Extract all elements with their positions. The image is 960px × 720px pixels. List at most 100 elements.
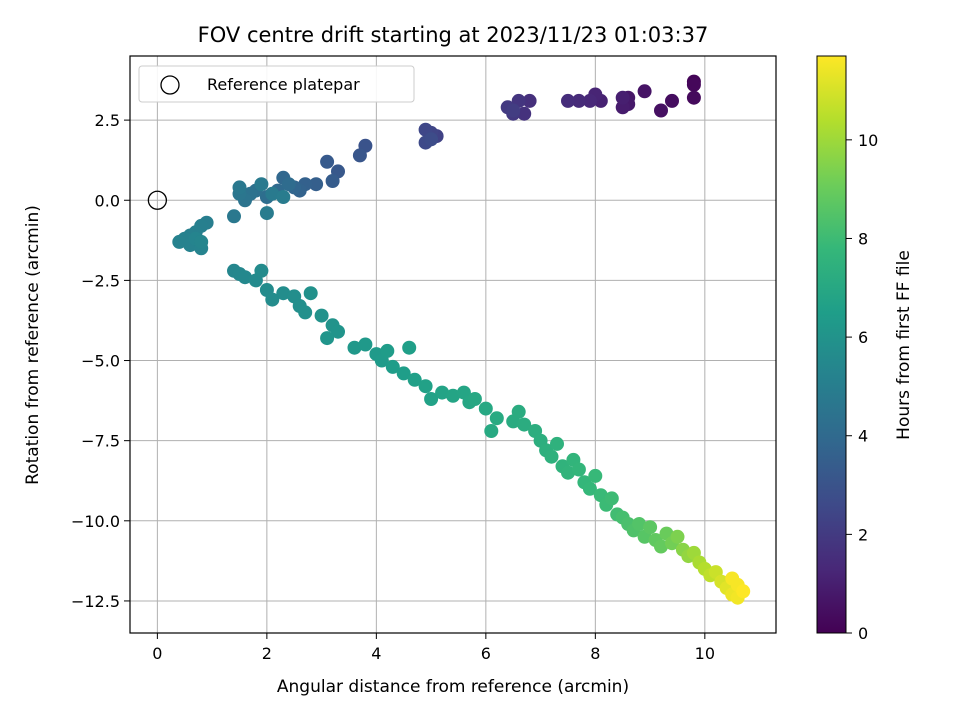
scatter-point — [489, 411, 504, 426]
scatter-point — [435, 385, 450, 400]
legend-marker-icon — [160, 75, 180, 95]
scatter-point — [331, 324, 345, 339]
scatter-point — [265, 186, 280, 201]
scatter-point — [571, 93, 586, 108]
x-axis-label: Angular distance from reference (arcmin) — [277, 677, 629, 697]
data-points — [172, 74, 751, 605]
colorbar-tick-label: 0 — [858, 624, 868, 643]
scatter-point — [380, 343, 395, 358]
y-tick-label: 0.0 — [95, 191, 120, 210]
y-tick-label: 2.5 — [95, 111, 120, 130]
scatter-point — [298, 305, 313, 320]
colorbar-tick-label: 10 — [858, 131, 878, 150]
scatter-point — [506, 103, 521, 118]
scatter-point — [670, 529, 685, 544]
colorbar-tick-label: 2 — [858, 525, 868, 544]
scatter-point — [686, 90, 701, 105]
scatter-point — [582, 93, 597, 108]
legend-label: Reference platepar — [207, 75, 360, 94]
scatter-point — [561, 93, 575, 108]
scatter-point — [654, 539, 668, 554]
y-axis-label: Rotation from reference (arcmin) — [23, 205, 43, 485]
x-tick-label: 6 — [481, 644, 491, 663]
scatter-point — [522, 93, 537, 108]
scatter-point — [604, 491, 619, 506]
scatter-point — [561, 465, 575, 480]
scatter-point — [172, 234, 187, 249]
y-tick-label: −10.0 — [71, 512, 120, 531]
scatter-point — [314, 308, 329, 323]
scatter-point — [725, 571, 740, 586]
scatter-point — [654, 103, 668, 118]
x-tick-label: 8 — [590, 644, 600, 663]
scatter-point — [632, 517, 647, 531]
colorbar-tick-label: 4 — [858, 427, 868, 446]
scatter-point — [544, 449, 559, 464]
colorbar-tick-label: 6 — [858, 328, 868, 347]
y-tick-label: −5.0 — [81, 352, 120, 371]
scatter-point — [424, 392, 439, 406]
scatter-point — [511, 404, 526, 419]
scatter-point — [276, 190, 291, 204]
grid-lines — [130, 56, 776, 633]
scatter-point — [446, 388, 460, 403]
x-tick-label: 0 — [152, 644, 162, 663]
colorbar-tick-label: 8 — [858, 229, 868, 248]
scatter-point — [259, 206, 274, 221]
scatter-point — [615, 100, 630, 115]
x-tick-label: 4 — [371, 644, 381, 663]
scatter-point — [232, 180, 247, 195]
scatter-point — [325, 174, 340, 188]
scatter-point — [588, 468, 603, 483]
y-tick-label: −7.5 — [81, 432, 120, 451]
colorbar-label: Hours from first FF file — [894, 250, 914, 440]
legend-box — [138, 65, 415, 103]
scatter-point — [467, 392, 482, 406]
x-tick-label: 2 — [262, 644, 272, 663]
scatter-point — [309, 177, 324, 192]
legend: Reference platepar — [138, 65, 415, 103]
scatter-point — [238, 270, 252, 285]
reference-platepar-marker — [147, 190, 168, 210]
colorbar-ticks: 0 2 4 6 8 10 — [846, 131, 878, 643]
scatter-point — [303, 286, 318, 301]
scatter-point — [320, 154, 335, 169]
scatter-point — [276, 286, 291, 301]
scatter-point — [517, 417, 532, 432]
plot-frame — [129, 55, 777, 634]
scatter-point — [194, 234, 209, 249]
scatter-point — [517, 106, 532, 121]
scatter-point — [265, 292, 280, 307]
y-tick-label: −2.5 — [81, 271, 120, 290]
scatter-point — [402, 340, 417, 355]
scatter-point — [571, 462, 586, 477]
scatter-point — [396, 366, 411, 381]
scatter-point — [352, 148, 367, 163]
chart-title: FOV centre drift starting at 2023/11/23 … — [198, 23, 709, 47]
y-tick-label: −12.5 — [71, 592, 120, 611]
scatter-point — [615, 90, 630, 105]
scatter-point — [281, 177, 296, 192]
scatter-point — [254, 177, 269, 192]
scatter-point — [484, 424, 499, 438]
scatter-point — [358, 337, 373, 352]
scatter-point — [643, 520, 658, 535]
scatter-point — [254, 263, 269, 278]
scatter-point — [550, 436, 564, 451]
colorbar — [816, 55, 847, 634]
scatter-point — [227, 209, 241, 224]
scatter-point — [478, 401, 493, 416]
x-axis-ticks: 0 2 4 6 8 10 — [152, 633, 715, 663]
scatter-point — [418, 379, 433, 394]
scatter-point — [385, 359, 400, 374]
x-tick-label: 10 — [695, 644, 715, 663]
y-axis-ticks: 2.5 0.0 −2.5 −5.0 −7.5 −10.0 −12.5 — [71, 111, 130, 611]
scatter-point — [582, 481, 597, 496]
scatter-point — [347, 340, 362, 355]
scatter-point — [736, 584, 751, 599]
scatter-point — [424, 132, 439, 147]
scatter-point — [637, 84, 652, 99]
scatter-point — [320, 331, 335, 346]
scatter-point — [686, 77, 701, 92]
